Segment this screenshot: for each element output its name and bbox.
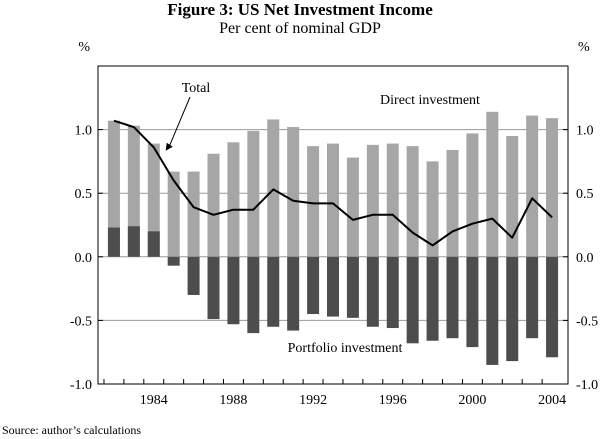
bar-direct-investment [127,125,140,257]
bar-direct-investment [486,111,499,257]
x-tick-label: 2004 [538,393,566,408]
y-tick-label-right: 0.5 [576,187,594,202]
bar-portfolio-investment [287,256,300,331]
annotation-portfolio-investment: Portfolio investment [288,341,403,356]
y-tick-label-left: 1.0 [75,124,93,139]
bar-portfolio-investment [227,256,240,325]
annotation-direct-investment: Direct investment [380,93,480,108]
y-tick-label-right: 1.0 [576,124,594,139]
chart-title: Figure 3: US Net Investment Income [167,0,433,19]
y-tick-label-left: -0.5 [70,314,92,329]
bar-direct-investment [546,118,559,257]
y-tick-label-left: 0.0 [75,251,93,266]
bar-portfolio-investment [327,256,339,317]
bar-portfolio-investment [307,256,320,315]
bar-portfolio-investment [446,256,459,339]
x-tick-label: 2000 [458,393,486,408]
bar-direct-investment [287,127,300,257]
annotation-arrow [168,96,191,148]
bar-direct-investment [167,171,180,257]
unit-label-left: % [78,40,90,55]
y-tick-label-right: -1.0 [576,378,598,393]
bar-direct-investment [107,120,120,257]
bar-direct-investment [247,130,260,257]
y-tick-label-right: 0.0 [576,251,594,266]
x-tick-label: 1988 [219,393,247,408]
bar-portfolio-investment [466,256,479,348]
bar-direct-investment [446,149,459,257]
bar-portfolio-investment [147,231,160,257]
bar-portfolio-investment [526,256,539,339]
bar-portfolio-investment [426,256,439,341]
bar-direct-investment [506,135,519,257]
bar-portfolio-investment [366,256,379,327]
x-tick-label: 1992 [299,393,327,408]
bar-direct-investment [386,143,399,257]
bar-direct-investment [187,171,200,257]
bar-direct-investment [466,133,479,257]
bar-portfolio-investment [346,256,359,318]
axes: -1.0 -1.0 -0.5 -0.5 0.0 0.0 0.5 0.5 1.0 1.0% % 1984… [70,40,598,408]
bar-direct-investment [366,144,379,257]
y-tick-label-left: -1.0 [70,378,92,393]
bar-portfolio-investment [486,256,499,365]
bar-direct-investment [406,146,419,257]
annotations: Total Direct investment Portfolio investme… [165,81,480,356]
bar-portfolio-investment [546,256,559,358]
bar-portfolio-investment [187,256,200,295]
chart-subtitle: Per cent of nominal GDP [219,20,381,37]
source-note: Source: author’s calculations [2,423,142,437]
plot-frame [97,65,569,385]
bar-portfolio-investment [127,226,140,257]
x-tick-label: 1996 [379,393,407,408]
bar-direct-investment [426,161,439,257]
bar-direct-investment [267,119,280,257]
bar-direct-investment [327,143,339,257]
bar-portfolio-investment [207,256,220,320]
bar-portfolio-investment [167,256,180,266]
y-tick-label-right: -0.5 [576,314,598,329]
bar-direct-investment [147,143,160,257]
bar-direct-investment [346,157,359,257]
bar-direct-investment [307,146,320,257]
annotation-total: Total [182,81,211,96]
total-line [113,119,553,247]
bar-portfolio-investment [406,256,419,344]
bar-direct-investment [526,115,539,257]
bar-direct-investment [207,153,220,257]
bar-direct-investment [227,142,240,257]
bars [107,111,559,365]
x-tick-label: 1984 [140,393,168,408]
bar-portfolio-investment [247,256,260,334]
bar-portfolio-investment [267,256,280,327]
y-tick-label-left: 0.5 [75,187,93,202]
unit-label-right: % [578,40,590,55]
bar-portfolio-investment [107,227,120,257]
annotation-arrowhead [165,142,173,151]
total-series-line [113,119,553,247]
bar-portfolio-investment [506,256,519,362]
bar-portfolio-investment [386,256,399,329]
